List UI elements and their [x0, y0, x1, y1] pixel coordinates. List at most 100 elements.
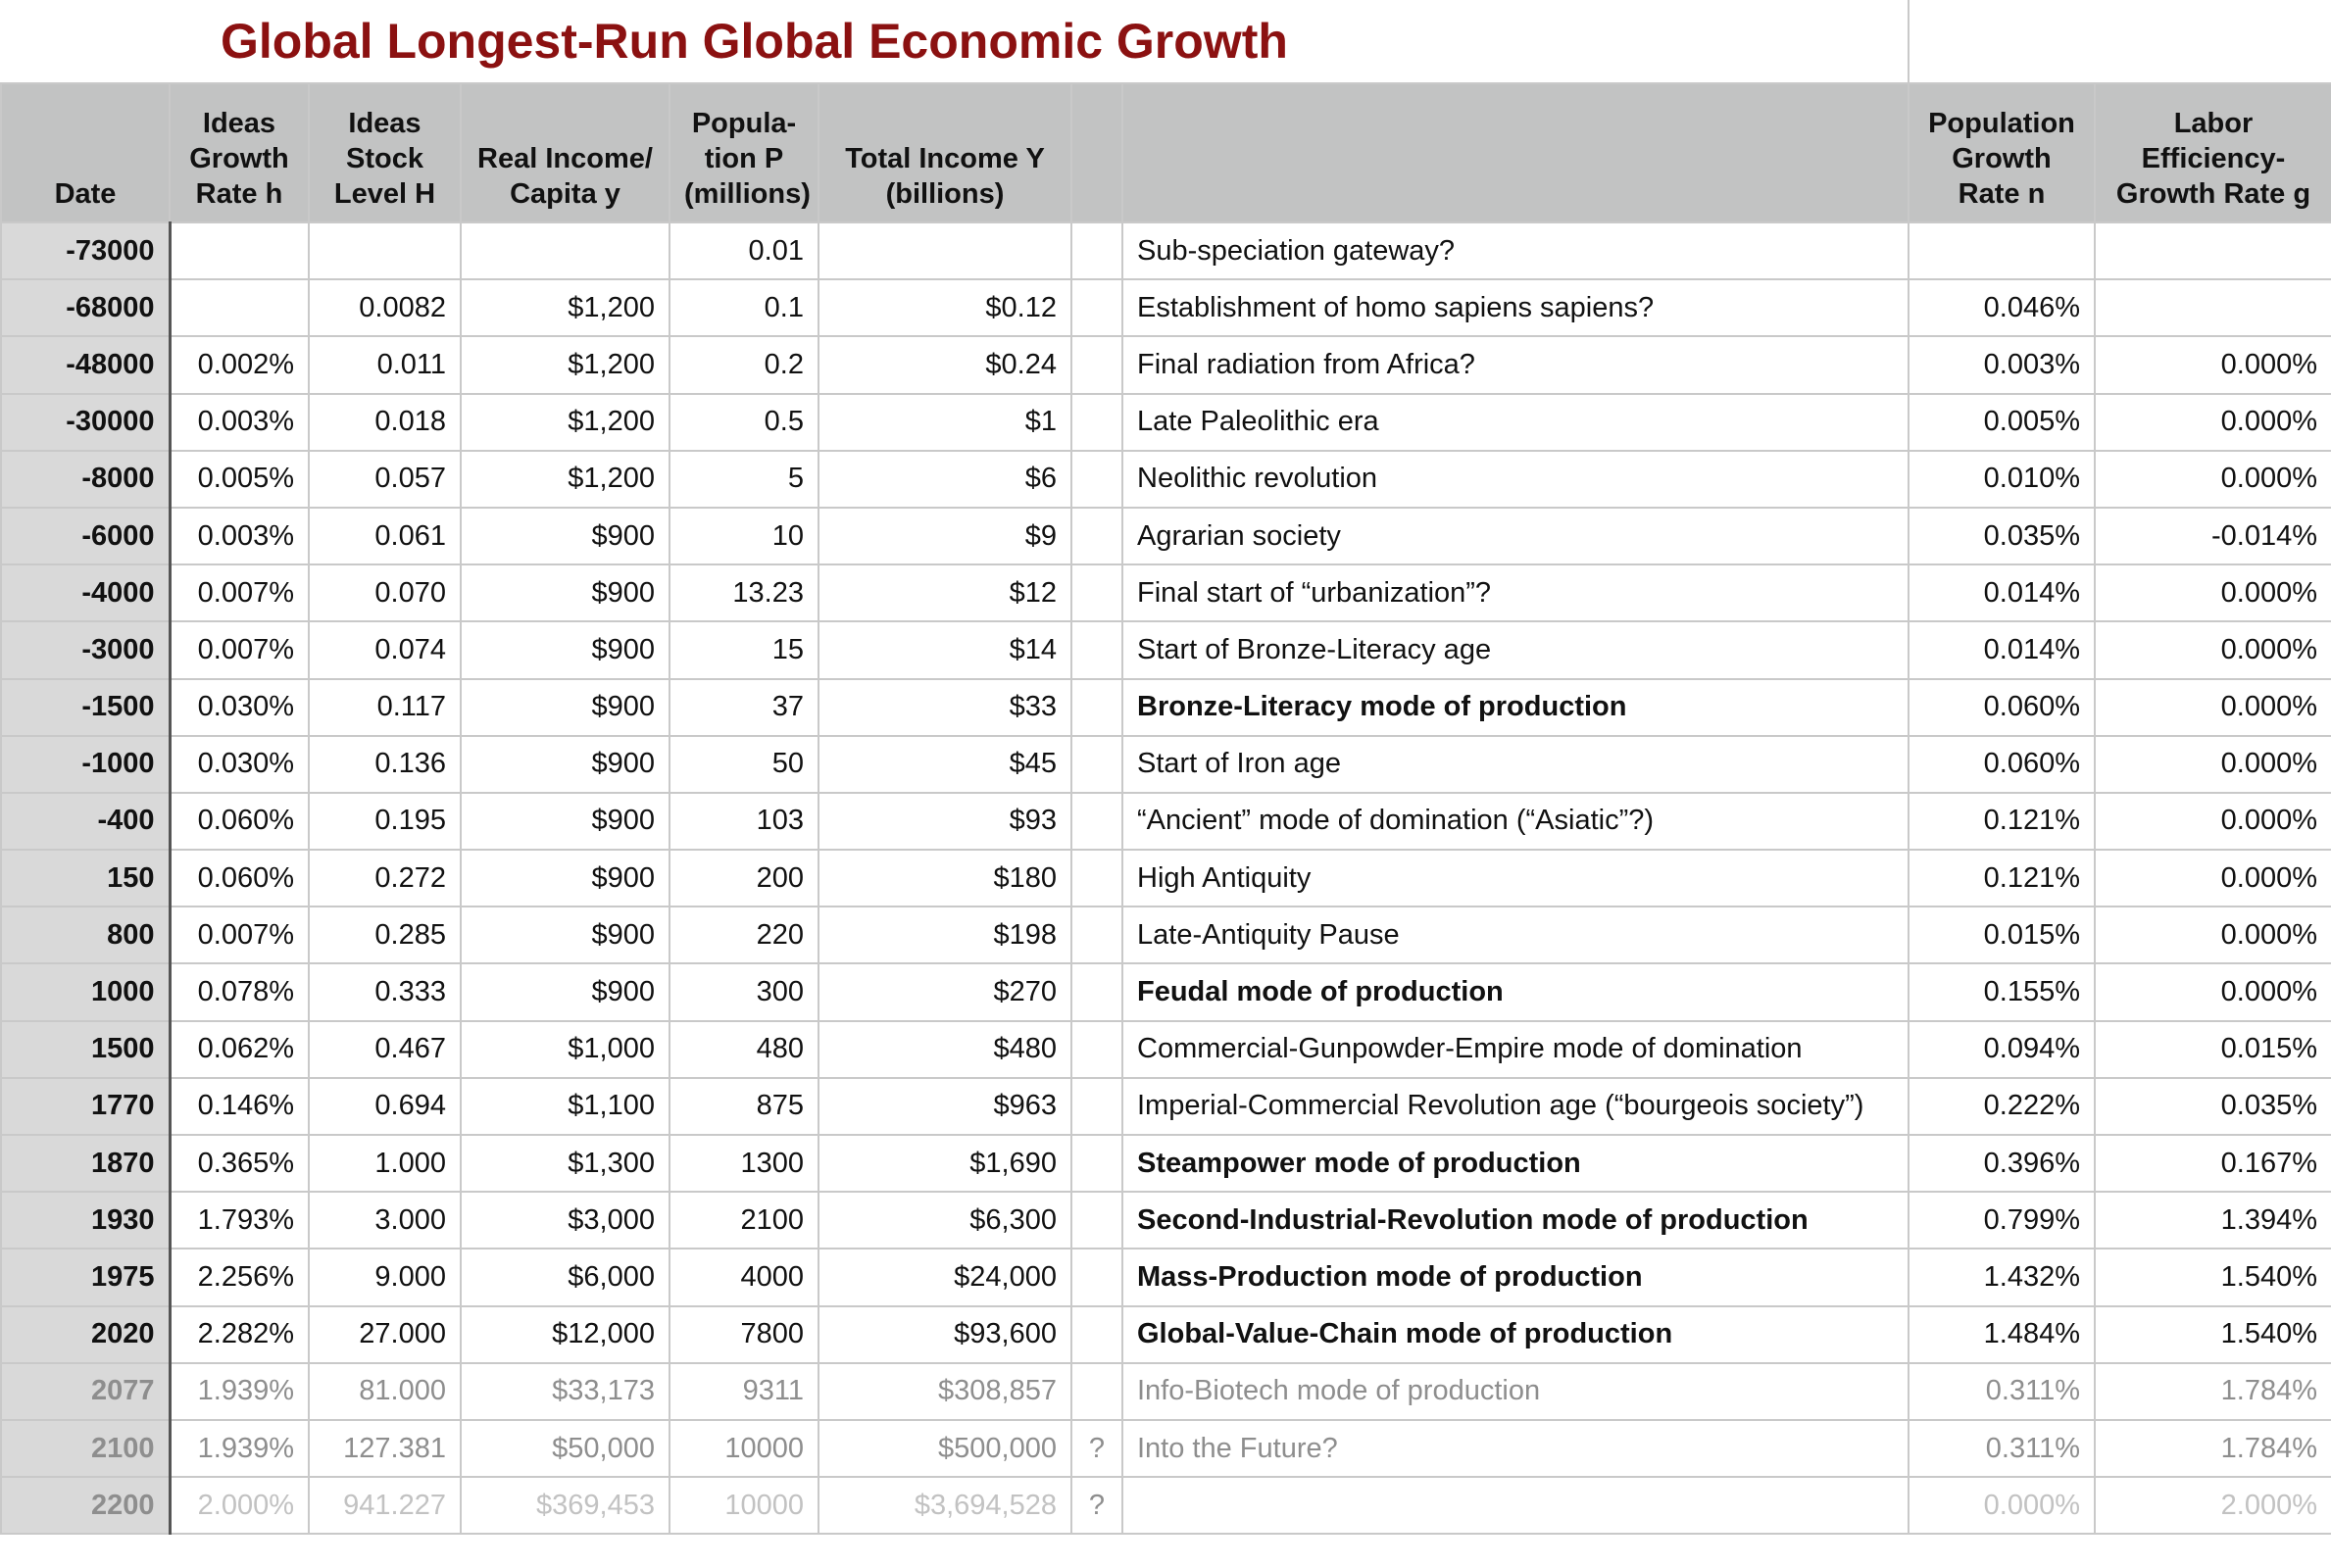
cell-real-income-per-capita[interactable]: $900	[460, 734, 670, 794]
cell-ideas-growth-rate[interactable]: 2.000%	[169, 1476, 310, 1536]
cell-labor-efficiency-growth-rate[interactable]: 0.000%	[2094, 335, 2331, 395]
cell-flag[interactable]	[1070, 620, 1123, 680]
cell-total-income[interactable]: $93	[818, 791, 1072, 852]
header-ideas-stock-level[interactable]: Ideas Stock Level H	[308, 82, 462, 223]
cell-event[interactable]: Mass-Production mode of production	[1121, 1248, 1909, 1307]
cell-ideas-growth-rate[interactable]: 1.939%	[169, 1418, 310, 1479]
cell-total-income[interactable]	[818, 220, 1072, 281]
cell-population-growth-rate[interactable]: 0.060%	[1908, 734, 2096, 794]
cell-total-income[interactable]: $500,000	[818, 1418, 1072, 1479]
cell-event[interactable]: Bronze-Literacy mode of production	[1121, 677, 1909, 737]
cell-labor-efficiency-growth-rate[interactable]: 1.784%	[2094, 1418, 2331, 1479]
cell-ideas-growth-rate[interactable]	[169, 220, 310, 281]
cell-population-growth-rate[interactable]: 0.015%	[1908, 906, 2096, 965]
cell-date[interactable]: 2200	[0, 1476, 172, 1536]
cell-flag[interactable]: ?	[1070, 1476, 1123, 1536]
header-total-income[interactable]: Total Income Y (billions)	[818, 82, 1072, 223]
cell-event[interactable]: Start of Bronze-Literacy age	[1121, 620, 1909, 680]
cell-population[interactable]: 480	[669, 1019, 819, 1079]
cell-labor-efficiency-growth-rate[interactable]: 1.540%	[2094, 1248, 2331, 1307]
cell-date[interactable]: 1975	[0, 1248, 172, 1307]
cell-date[interactable]: 800	[0, 906, 172, 965]
cell-total-income[interactable]: $308,857	[818, 1361, 1072, 1421]
cell-population-growth-rate[interactable]: 0.799%	[1908, 1191, 2096, 1250]
cell-ideas-growth-rate[interactable]: 2.256%	[169, 1248, 310, 1307]
cell-population[interactable]: 300	[669, 962, 819, 1022]
cell-real-income-per-capita[interactable]: $900	[460, 791, 670, 852]
cell-total-income[interactable]: $270	[818, 962, 1072, 1022]
cell-population-growth-rate[interactable]: 0.010%	[1908, 449, 2096, 509]
cell-flag[interactable]	[1070, 564, 1123, 623]
cell-flag[interactable]	[1070, 335, 1123, 395]
cell-labor-efficiency-growth-rate[interactable]: 2.000%	[2094, 1476, 2331, 1536]
cell-event[interactable]: “Ancient” mode of domination (“Asiatic”?…	[1121, 791, 1909, 852]
cell-date[interactable]: -48000	[0, 335, 172, 395]
cell-ideas-stock-level[interactable]: 0.011	[308, 335, 462, 395]
cell-labor-efficiency-growth-rate[interactable]: -0.014%	[2094, 506, 2331, 566]
cell-date[interactable]: -8000	[0, 449, 172, 509]
cell-ideas-stock-level[interactable]: 0.070	[308, 564, 462, 623]
cell-population-growth-rate[interactable]	[1908, 220, 2096, 281]
cell-event[interactable]: Imperial-Commercial Revolution age (“bou…	[1121, 1076, 1909, 1137]
cell-date[interactable]: -30000	[0, 392, 172, 452]
cell-real-income-per-capita[interactable]: $900	[460, 620, 670, 680]
cell-total-income[interactable]: $1,690	[818, 1133, 1072, 1194]
cell-population[interactable]: 5	[669, 449, 819, 509]
header-event[interactable]	[1121, 82, 1909, 223]
cell-real-income-per-capita[interactable]: $900	[460, 906, 670, 965]
cell-ideas-stock-level[interactable]: 0.195	[308, 791, 462, 852]
cell-total-income[interactable]: $6,300	[818, 1191, 1072, 1250]
cell-event[interactable]: Late Paleolithic era	[1121, 392, 1909, 452]
cell-population[interactable]: 50	[669, 734, 819, 794]
cell-labor-efficiency-growth-rate[interactable]	[2094, 278, 2331, 338]
cell-ideas-stock-level[interactable]: 0.0082	[308, 278, 462, 338]
cell-ideas-growth-rate[interactable]: 1.939%	[169, 1361, 310, 1421]
cell-population-growth-rate[interactable]: 1.432%	[1908, 1248, 2096, 1307]
cell-date[interactable]: 2020	[0, 1304, 172, 1364]
cell-population[interactable]: 2100	[669, 1191, 819, 1250]
cell-ideas-growth-rate[interactable]: 0.146%	[169, 1076, 310, 1137]
cell-population-growth-rate[interactable]: 0.000%	[1908, 1476, 2096, 1536]
cell-ideas-growth-rate[interactable]: 0.005%	[169, 449, 310, 509]
cell-population[interactable]: 0.2	[669, 335, 819, 395]
cell-total-income[interactable]: $9	[818, 506, 1072, 566]
cell-population-growth-rate[interactable]: 0.094%	[1908, 1019, 2096, 1079]
cell-date[interactable]: -1500	[0, 677, 172, 737]
cell-labor-efficiency-growth-rate[interactable]	[2094, 220, 2331, 281]
cell-real-income-per-capita[interactable]: $1,200	[460, 335, 670, 395]
cell-real-income-per-capita[interactable]: $33,173	[460, 1361, 670, 1421]
cell-real-income-per-capita[interactable]: $900	[460, 849, 670, 908]
cell-labor-efficiency-growth-rate[interactable]: 0.015%	[2094, 1019, 2331, 1079]
cell-total-income[interactable]: $0.24	[818, 335, 1072, 395]
cell-flag[interactable]	[1070, 1304, 1123, 1364]
cell-population-growth-rate[interactable]: 0.014%	[1908, 564, 2096, 623]
cell-population[interactable]: 4000	[669, 1248, 819, 1307]
cell-total-income[interactable]: $963	[818, 1076, 1072, 1137]
cell-total-income[interactable]: $93,600	[818, 1304, 1072, 1364]
cell-population[interactable]: 7800	[669, 1304, 819, 1364]
cell-population-growth-rate[interactable]: 1.484%	[1908, 1304, 2096, 1364]
cell-population[interactable]: 13.23	[669, 564, 819, 623]
cell-date[interactable]: 1930	[0, 1191, 172, 1250]
cell-population[interactable]: 10000	[669, 1476, 819, 1536]
header-population[interactable]: Popula-tion P (millions)	[669, 82, 819, 223]
cell-event[interactable]: Start of Iron age	[1121, 734, 1909, 794]
header-flag[interactable]	[1070, 82, 1123, 223]
cell-ideas-growth-rate[interactable]: 0.030%	[169, 734, 310, 794]
cell-ideas-growth-rate[interactable]: 0.365%	[169, 1133, 310, 1194]
cell-population[interactable]: 220	[669, 906, 819, 965]
cell-real-income-per-capita[interactable]: $1,000	[460, 1019, 670, 1079]
cell-real-income-per-capita[interactable]: $369,453	[460, 1476, 670, 1536]
cell-real-income-per-capita[interactable]: $12,000	[460, 1304, 670, 1364]
cell-real-income-per-capita[interactable]: $6,000	[460, 1248, 670, 1307]
header-ideas-growth-rate[interactable]: Ideas Growth Rate h	[169, 82, 310, 223]
cell-population[interactable]: 1300	[669, 1133, 819, 1194]
cell-population-growth-rate[interactable]: 0.311%	[1908, 1418, 2096, 1479]
cell-population[interactable]: 200	[669, 849, 819, 908]
cell-total-income[interactable]: $3,694,528	[818, 1476, 1072, 1536]
cell-real-income-per-capita[interactable]: $900	[460, 677, 670, 737]
cell-flag[interactable]	[1070, 1248, 1123, 1307]
cell-flag[interactable]	[1070, 220, 1123, 281]
cell-ideas-growth-rate[interactable]: 0.007%	[169, 906, 310, 965]
cell-ideas-growth-rate[interactable]: 0.060%	[169, 791, 310, 852]
